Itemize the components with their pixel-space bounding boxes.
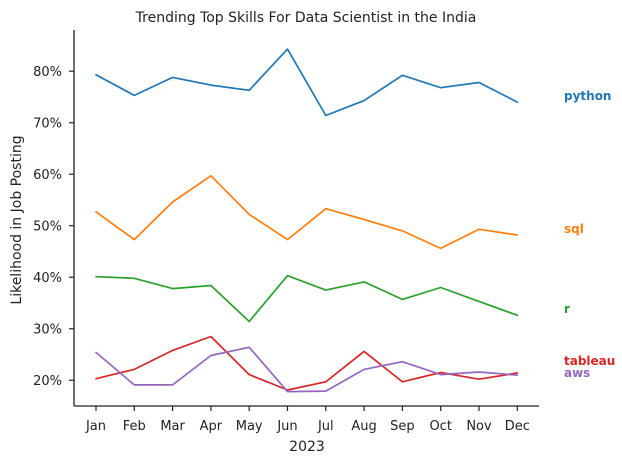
x-tick-label: Apr (200, 419, 223, 434)
x-tick-label: Mar (160, 419, 185, 434)
y-tick-label: 80% (33, 65, 62, 80)
x-tick-label: Oct (429, 419, 451, 434)
series-line-r (95, 274, 519, 323)
chart-title: Trending Top Skills For Data Scientist i… (135, 10, 477, 26)
y-tick-label: 70% (33, 117, 62, 132)
y-tick-label: 50% (33, 220, 62, 235)
series-label-tableau: tableau (564, 354, 615, 368)
y-tick-label: 30% (33, 323, 62, 338)
series-line-tableau (95, 335, 519, 391)
series-label-aws: aws (564, 366, 590, 380)
x-tick-label: Jun (276, 419, 297, 434)
x-tick-label: Jan (85, 419, 106, 434)
x-tick-label: Aug (351, 419, 376, 434)
x-tick-label: Jul (317, 419, 334, 434)
y-axis-label: Likelihood in Job Posting (9, 135, 25, 304)
series-label-sql: sql (564, 222, 584, 236)
x-tick-label: Nov (466, 419, 492, 434)
series-line-aws (95, 346, 519, 393)
y-tick-label: 20% (33, 374, 62, 389)
x-tick-label: Feb (123, 419, 146, 434)
series-line-python (95, 48, 519, 117)
series-line-sql (95, 174, 519, 250)
y-tick-label: 60% (33, 168, 62, 183)
x-axis-label: 2023 (289, 439, 325, 455)
x-tick-label: Sep (390, 419, 415, 434)
y-tick-label: 40% (33, 271, 62, 286)
plot-area (95, 48, 519, 393)
x-tick-label: Dec (505, 419, 530, 434)
series-label-r: r (564, 302, 570, 316)
x-tick-label: May (236, 419, 263, 434)
series-label-python: python (564, 89, 611, 103)
